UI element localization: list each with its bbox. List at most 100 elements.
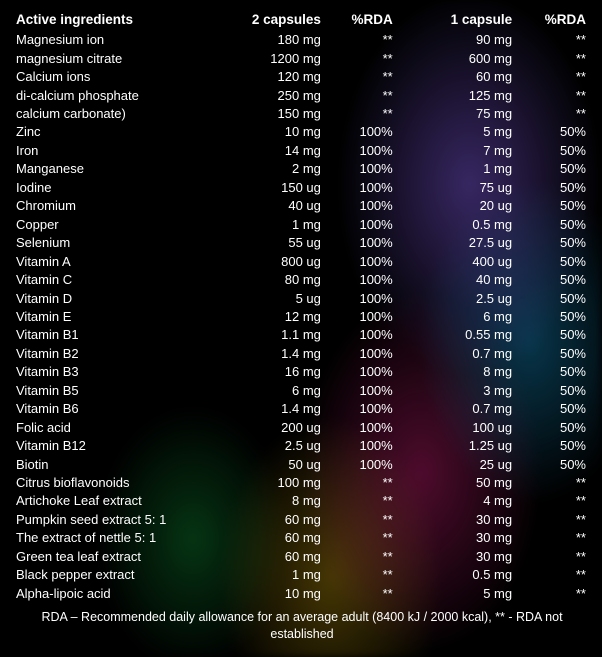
amount-2cap: 250 mg [223,87,321,105]
ingredient-name: Alpha-lipoic acid [14,585,223,603]
amount-1cap: 400 ug [399,253,512,271]
rda-1cap: ** [512,68,590,86]
ingredient-name: Artichoke Leaf extract [14,492,223,510]
amount-2cap: 150 ug [223,179,321,197]
table-row: Vitamin B11.1 mg100%0.55 mg50% [14,326,590,344]
ingredient-name: Folic acid [14,419,223,437]
amount-1cap: 27.5 ug [399,234,512,252]
table-row: Vitamin B122.5 ug100%1.25 ug50% [14,437,590,455]
rda-1cap: ** [512,529,590,547]
table-row: Vitamin A800 ug100%400 ug50% [14,253,590,271]
table-row: Artichoke Leaf extract8 mg**4 mg** [14,492,590,510]
rda-1cap: 50% [512,456,590,474]
amount-2cap: 120 mg [223,68,321,86]
ingredient-name: calcium carbonate) [14,105,223,123]
amount-1cap: 7 mg [399,142,512,160]
amount-2cap: 14 mg [223,142,321,160]
amount-2cap: 12 mg [223,308,321,326]
amount-1cap: 125 mg [399,87,512,105]
table-row: magnesium citrate1200 mg**600 mg** [14,50,590,68]
amount-1cap: 25 ug [399,456,512,474]
ingredient-name: Vitamin B6 [14,400,223,418]
rda-1cap: ** [512,511,590,529]
header-active-ingredients: Active ingredients [14,10,223,31]
amount-2cap: 8 mg [223,492,321,510]
ingredient-name: Vitamin D [14,290,223,308]
rda-1cap: 50% [512,142,590,160]
rda-2cap: ** [321,566,399,584]
amount-2cap: 1 mg [223,216,321,234]
ingredient-name: Citrus bioflavonoids [14,474,223,492]
amount-1cap: 0.5 mg [399,566,512,584]
ingredient-name: Vitamin B3 [14,363,223,381]
ingredient-name: Chromium [14,197,223,215]
rda-2cap: ** [321,31,399,49]
amount-2cap: 2.5 ug [223,437,321,455]
amount-1cap: 75 ug [399,179,512,197]
table-row: Magnesium ion180 mg**90 mg** [14,31,590,49]
amount-2cap: 1200 mg [223,50,321,68]
table-row: Citrus bioflavonoids100 mg**50 mg** [14,474,590,492]
table-row: Zinc10 mg100%5 mg50% [14,123,590,141]
rda-1cap: 50% [512,197,590,215]
rda-1cap: 50% [512,419,590,437]
amount-1cap: 30 mg [399,529,512,547]
table-row: di-calcium phosphate250 mg**125 mg** [14,87,590,105]
rda-1cap: 50% [512,437,590,455]
rda-1cap: ** [512,492,590,510]
amount-2cap: 60 mg [223,548,321,566]
rda-2cap: 100% [321,216,399,234]
table-row: Vitamin C80 mg100%40 mg50% [14,271,590,289]
rda-2cap: 100% [321,160,399,178]
rda-2cap: 100% [321,326,399,344]
rda-2cap: ** [321,474,399,492]
amount-1cap: 0.7 mg [399,400,512,418]
rda-1cap: ** [512,548,590,566]
amount-1cap: 0.5 mg [399,216,512,234]
amount-2cap: 180 mg [223,31,321,49]
amount-1cap: 5 mg [399,123,512,141]
ingredient-name: Vitamin C [14,271,223,289]
amount-1cap: 2.5 ug [399,290,512,308]
amount-2cap: 60 mg [223,529,321,547]
table-row: Vitamin B21.4 mg100%0.7 mg50% [14,345,590,363]
rda-2cap: 100% [321,234,399,252]
amount-1cap: 4 mg [399,492,512,510]
rda-1cap: 50% [512,363,590,381]
rda-1cap: 50% [512,216,590,234]
table-row: Vitamin B56 mg100%3 mg50% [14,382,590,400]
amount-2cap: 50 ug [223,456,321,474]
table-row: Vitamin B316 mg100%8 mg50% [14,363,590,381]
amount-1cap: 100 ug [399,419,512,437]
rda-1cap: ** [512,474,590,492]
table-row: Chromium40 ug100%20 ug50% [14,197,590,215]
rda-2cap: 100% [321,142,399,160]
rda-2cap: ** [321,68,399,86]
ingredient-name: Vitamin B2 [14,345,223,363]
rda-2cap: 100% [321,123,399,141]
rda-2cap: 100% [321,179,399,197]
header-1-capsule: 1 capsule [399,10,512,31]
rda-1cap: 50% [512,308,590,326]
amount-2cap: 100 mg [223,474,321,492]
rda-1cap: ** [512,31,590,49]
ingredient-name: Zinc [14,123,223,141]
amount-2cap: 5 ug [223,290,321,308]
table-row: Vitamin D5 ug100%2.5 ug50% [14,290,590,308]
header-rda-1cap: %RDA [512,10,590,31]
rda-2cap: 100% [321,345,399,363]
rda-2cap: 100% [321,419,399,437]
rda-2cap: ** [321,87,399,105]
amount-2cap: 150 mg [223,105,321,123]
footnote-text: RDA – Recommended daily allowance for an… [14,609,590,643]
amount-1cap: 90 mg [399,31,512,49]
amount-1cap: 6 mg [399,308,512,326]
rda-1cap: 50% [512,234,590,252]
table-row: Black pepper extract1 mg**0.5 mg** [14,566,590,584]
amount-1cap: 40 mg [399,271,512,289]
amount-1cap: 600 mg [399,50,512,68]
rda-1cap: 50% [512,123,590,141]
amount-1cap: 1 mg [399,160,512,178]
amount-1cap: 8 mg [399,363,512,381]
rda-2cap: ** [321,50,399,68]
